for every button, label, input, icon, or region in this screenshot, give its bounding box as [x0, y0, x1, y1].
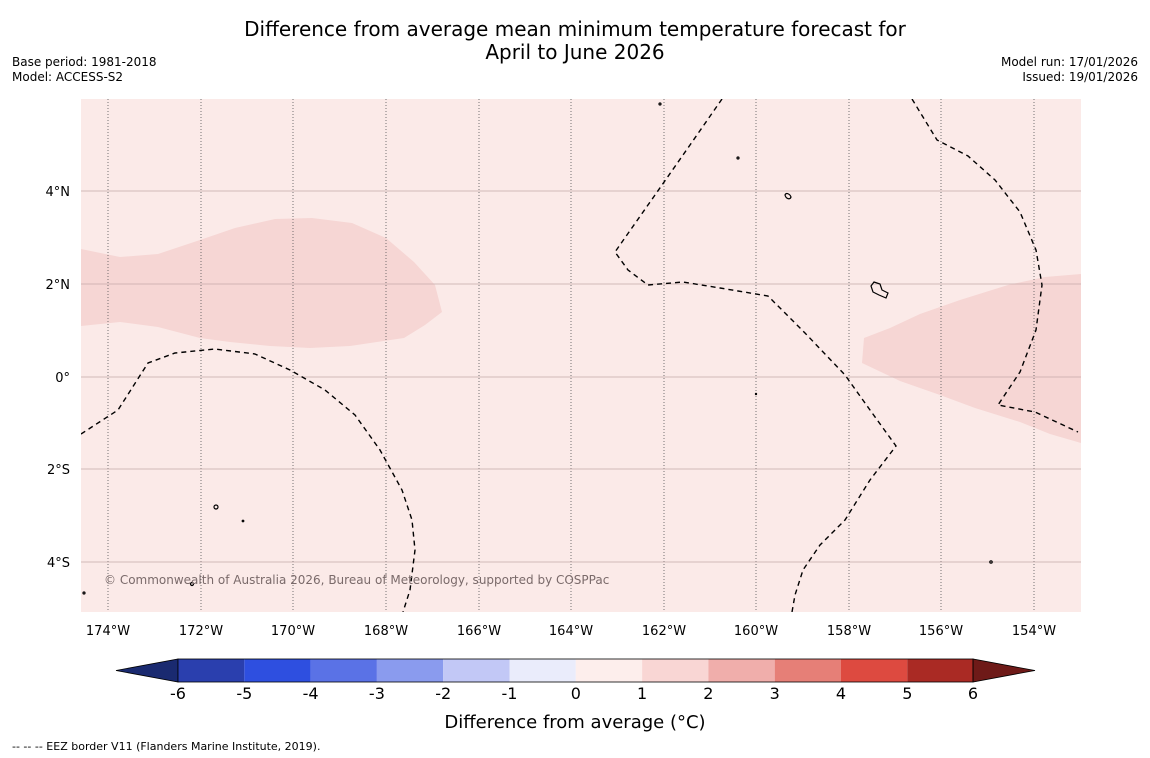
island-6	[189, 581, 195, 587]
colorbar-tick-label: 0	[571, 684, 581, 703]
colorbar-tick-label: -6	[170, 684, 186, 703]
colorbar-swatch	[841, 659, 908, 682]
island-3	[213, 504, 219, 510]
colorbar-arrow-max	[972, 658, 1036, 683]
lon-label: 170°W	[271, 624, 315, 639]
map-panel: © Commonwealth of Australia 2026, Bureau…	[81, 99, 1081, 612]
colorbar-tick-label: -3	[369, 684, 385, 703]
colorbar-tick-label: 3	[770, 684, 780, 703]
island-1	[784, 192, 792, 200]
lon-label: 158°W	[827, 624, 871, 639]
colorbar-tick-label: -4	[303, 684, 319, 703]
colorbar-title: Difference from average (°C)	[444, 712, 705, 733]
model-run: Model run: 17/01/2026	[1000, 55, 1138, 69]
colorbar-tick-label: -5	[236, 684, 252, 703]
lon-label: 172°W	[179, 624, 223, 639]
lon-label: 174°W	[86, 624, 130, 639]
island-8	[241, 519, 245, 523]
map-title: Difference from average mean minimum tem…	[0, 18, 1150, 64]
base-period: Base period: 1981-2018	[12, 55, 157, 69]
title-line-2: April to June 2026	[485, 40, 665, 64]
longitude-labels: 174°W 172°W 170°W 168°W 166°W 164°W 162°…	[86, 624, 1056, 639]
colorbar-tick-label: -1	[502, 684, 518, 703]
lat-label: 4°N	[46, 185, 71, 200]
island-5	[736, 156, 740, 160]
colorbar-arrow-min	[115, 658, 179, 683]
lon-label: 164°W	[549, 624, 593, 639]
colorbar-tick-label: 5	[902, 684, 912, 703]
island-4	[658, 102, 662, 106]
colorbar-tick-label: 4	[836, 684, 846, 703]
lon-label: 156°W	[919, 624, 963, 639]
title-line-1: Difference from average mean minimum tem…	[244, 17, 906, 41]
colorbar-tick-label: 2	[703, 684, 713, 703]
latitude-labels: 4°N 2°N 0° 2°S 4°S	[46, 185, 71, 571]
anomaly-region-east	[862, 274, 1081, 443]
lat-label: 4°S	[47, 556, 70, 571]
island-10	[754, 392, 758, 396]
colorbar-swatch	[907, 659, 974, 682]
island-9	[82, 591, 86, 595]
lon-label: 168°W	[364, 624, 408, 639]
colorbar-tick-label: 6	[968, 684, 978, 703]
lon-label: 166°W	[457, 624, 501, 639]
island-7	[989, 560, 993, 564]
anomaly-region-west	[81, 218, 442, 348]
colorbar-swatch	[244, 659, 311, 682]
lon-label: 160°W	[734, 624, 778, 639]
island-2	[870, 281, 889, 299]
copyright-notice: © Commonwealth of Australia 2026, Bureau…	[104, 573, 609, 587]
colorbar: -6 -5 -4 -3 -2 -1 0 1 2 3 4 5 6 Differen…	[115, 658, 1036, 733]
colorbar-swatch	[310, 659, 377, 682]
lon-label: 154°W	[1012, 624, 1056, 639]
latitude-gridlines	[81, 190, 1081, 563]
colorbar-swatch	[509, 659, 576, 682]
colorbar-swatch	[642, 659, 709, 682]
lat-label: 2°N	[46, 278, 71, 293]
colorbar-swatch	[708, 659, 775, 682]
colorbar-frame	[177, 658, 974, 683]
meta-left: Base period: 1981-2018 Model: ACCESS-S2	[12, 55, 157, 85]
issued-date: Issued: 19/01/2026	[1022, 70, 1138, 84]
colorbar-swatch	[376, 659, 444, 682]
colorbar-tick-label: 1	[637, 684, 647, 703]
model-name: Model: ACCESS-S2	[12, 70, 124, 84]
lat-label: 2°S	[47, 463, 70, 478]
islands	[82, 102, 993, 595]
colorbar-swatch	[178, 659, 245, 682]
colorbar-tick-label: -2	[435, 684, 451, 703]
eez-footnote: -- -- -- EEZ border V11 (Flanders Marine…	[12, 740, 321, 753]
lat-label: 0°	[55, 371, 70, 386]
eez-borders	[81, 99, 1079, 612]
colorbar-swatch	[774, 659, 841, 682]
meta-right: Model run: 17/01/2026 Issued: 19/01/2026	[1001, 55, 1138, 85]
lon-label: 162°W	[642, 624, 686, 639]
colorbar-swatch	[575, 659, 643, 682]
colorbar-ticks: -6 -5 -4 -3 -2 -1 0 1 2 3 4 5 6	[170, 684, 978, 703]
colorbar-swatch	[443, 659, 510, 682]
